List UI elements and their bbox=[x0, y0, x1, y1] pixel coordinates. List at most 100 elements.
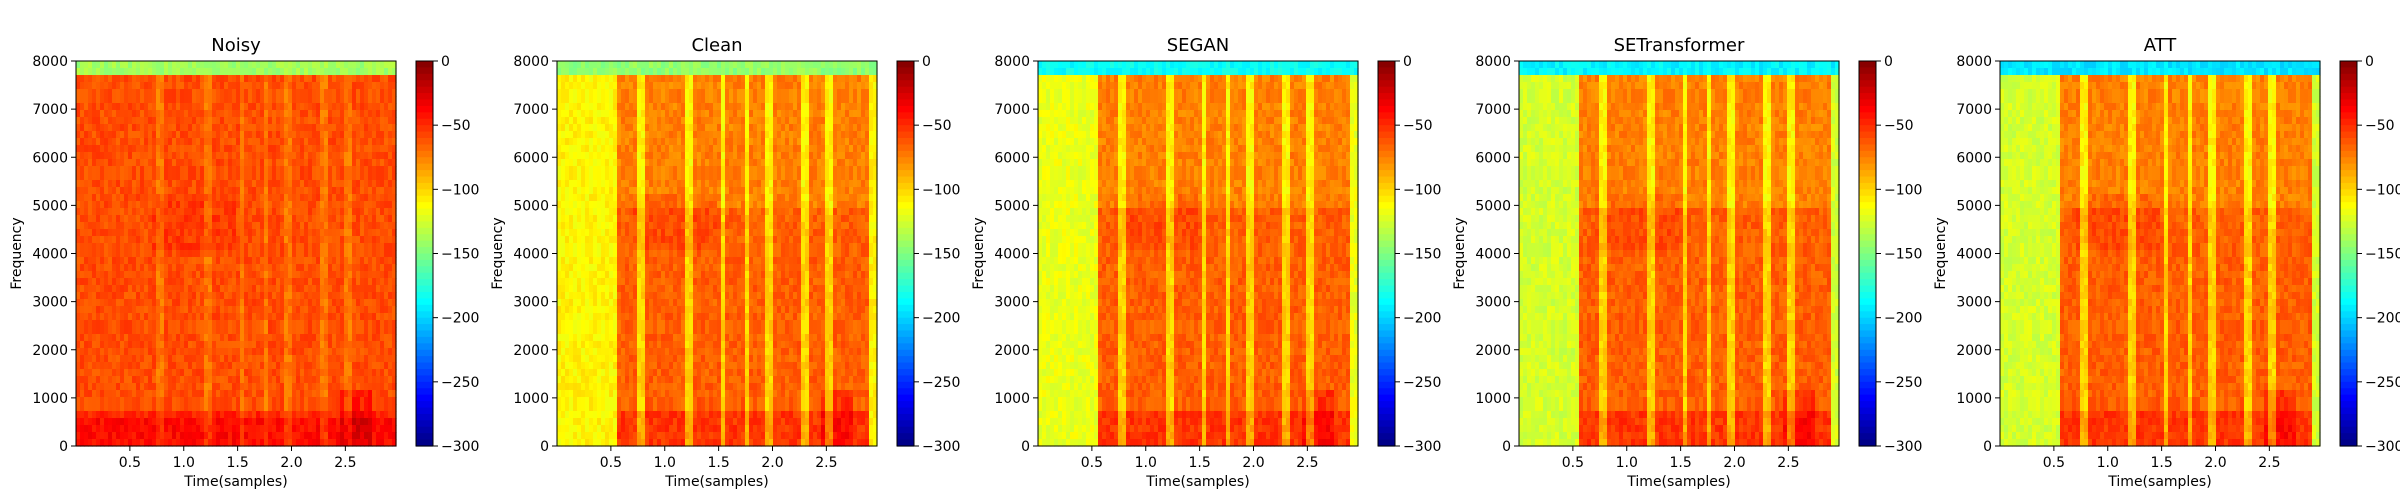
heatmap-cell bbox=[232, 159, 237, 167]
heatmap-cell bbox=[352, 89, 357, 97]
heatmap-cell bbox=[376, 131, 381, 139]
heatmap-cell bbox=[216, 201, 221, 209]
heatmap-cell bbox=[100, 243, 105, 251]
heatmap-cell bbox=[280, 404, 285, 412]
heatmap-cell bbox=[320, 320, 325, 328]
heatmap-cell bbox=[284, 306, 289, 314]
heatmap-cell bbox=[316, 117, 321, 125]
heatmap-cell bbox=[152, 313, 157, 321]
heatmap-cell bbox=[264, 411, 269, 419]
heatmap-cell bbox=[76, 383, 81, 391]
heatmap-cell bbox=[284, 439, 289, 447]
heatmap-cell bbox=[585, 61, 590, 69]
heatmap-cell bbox=[252, 103, 257, 111]
heatmap-cell bbox=[356, 285, 361, 293]
heatmap-cell bbox=[340, 369, 345, 377]
heatmap-cell bbox=[136, 124, 141, 132]
heatmap-cell bbox=[581, 103, 586, 111]
heatmap-cell bbox=[585, 187, 590, 195]
heatmap-cell bbox=[84, 159, 89, 167]
heatmap-cell bbox=[356, 292, 361, 300]
heatmap-cell bbox=[168, 250, 173, 258]
heatmap-cell bbox=[148, 159, 153, 167]
heatmap-cell bbox=[208, 257, 213, 265]
heatmap-cell bbox=[152, 418, 157, 426]
heatmap-cell bbox=[372, 110, 377, 118]
heatmap-cell bbox=[312, 145, 317, 153]
heatmap-cell bbox=[308, 264, 313, 272]
heatmap-cell bbox=[236, 131, 241, 139]
heatmap-cell bbox=[116, 404, 121, 412]
heatmap-cell bbox=[272, 145, 277, 153]
heatmap-cell bbox=[128, 348, 133, 356]
heatmap-cell bbox=[384, 285, 389, 293]
heatmap-cell bbox=[316, 348, 321, 356]
heatmap-cell bbox=[384, 222, 389, 230]
heatmap-cell bbox=[356, 383, 361, 391]
heatmap-cell bbox=[160, 257, 165, 265]
heatmap-cell bbox=[84, 103, 89, 111]
heatmap-cell bbox=[216, 271, 221, 279]
heatmap-cell bbox=[376, 229, 381, 237]
heatmap-cell bbox=[276, 229, 281, 237]
heatmap-cell bbox=[104, 194, 109, 202]
heatmap-cell bbox=[220, 362, 225, 370]
heatmap-cell bbox=[360, 432, 365, 440]
heatmap-cell bbox=[124, 397, 129, 405]
heatmap-cell bbox=[168, 145, 173, 153]
heatmap-cell bbox=[288, 306, 293, 314]
heatmap-cell bbox=[136, 341, 141, 349]
heatmap-cell bbox=[328, 208, 333, 216]
heatmap-cell bbox=[276, 103, 281, 111]
heatmap-cell bbox=[340, 285, 345, 293]
heatmap-cell bbox=[220, 397, 225, 405]
heatmap-cell bbox=[80, 89, 85, 97]
heatmap-cell bbox=[380, 96, 385, 104]
heatmap-cell bbox=[220, 82, 225, 90]
heatmap-cell bbox=[364, 376, 369, 384]
heatmap-cell bbox=[288, 96, 293, 104]
heatmap-cell bbox=[348, 306, 353, 314]
heatmap-cell bbox=[324, 418, 329, 426]
heatmap-cell bbox=[248, 187, 253, 195]
heatmap-cell bbox=[212, 411, 217, 419]
heatmap-cell bbox=[184, 404, 189, 412]
heatmap-cell bbox=[156, 215, 161, 223]
heatmap-cell bbox=[320, 215, 325, 223]
heatmap-cell bbox=[96, 397, 101, 405]
heatmap-cell bbox=[176, 264, 181, 272]
heatmap-cell bbox=[192, 96, 197, 104]
heatmap-cell bbox=[569, 250, 574, 258]
heatmap-cell bbox=[160, 117, 165, 125]
heatmap-cell bbox=[292, 131, 297, 139]
heatmap-cell bbox=[232, 418, 237, 426]
heatmap-cell bbox=[288, 222, 293, 230]
heatmap-cell bbox=[116, 376, 121, 384]
heatmap-cell bbox=[304, 432, 309, 440]
heatmap-cell bbox=[264, 61, 269, 69]
heatmap-cell bbox=[168, 383, 173, 391]
heatmap-cell bbox=[244, 229, 249, 237]
heatmap-cell bbox=[340, 292, 345, 300]
heatmap-cell bbox=[577, 201, 582, 209]
heatmap-cell bbox=[116, 208, 121, 216]
heatmap-cell bbox=[364, 152, 369, 160]
heatmap-cell bbox=[384, 439, 389, 447]
heatmap-cell bbox=[296, 369, 301, 377]
heatmap-cell bbox=[204, 243, 209, 251]
heatmap-cell bbox=[344, 173, 349, 181]
heatmap-cell bbox=[224, 166, 229, 174]
heatmap-cell bbox=[569, 243, 574, 251]
heatmap-cell bbox=[256, 75, 261, 83]
heatmap-cell bbox=[292, 201, 297, 209]
heatmap-cell bbox=[384, 362, 389, 370]
heatmap-cell bbox=[292, 390, 297, 398]
heatmap-cell bbox=[328, 390, 333, 398]
heatmap-cell bbox=[264, 390, 269, 398]
heatmap-cell bbox=[308, 68, 313, 76]
heatmap-cell bbox=[312, 117, 317, 125]
heatmap-cell bbox=[152, 166, 157, 174]
heatmap-cell bbox=[300, 376, 305, 384]
heatmap-cell bbox=[112, 257, 117, 265]
heatmap-cell bbox=[152, 285, 157, 293]
